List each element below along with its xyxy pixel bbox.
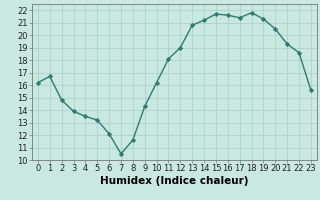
- X-axis label: Humidex (Indice chaleur): Humidex (Indice chaleur): [100, 176, 249, 186]
